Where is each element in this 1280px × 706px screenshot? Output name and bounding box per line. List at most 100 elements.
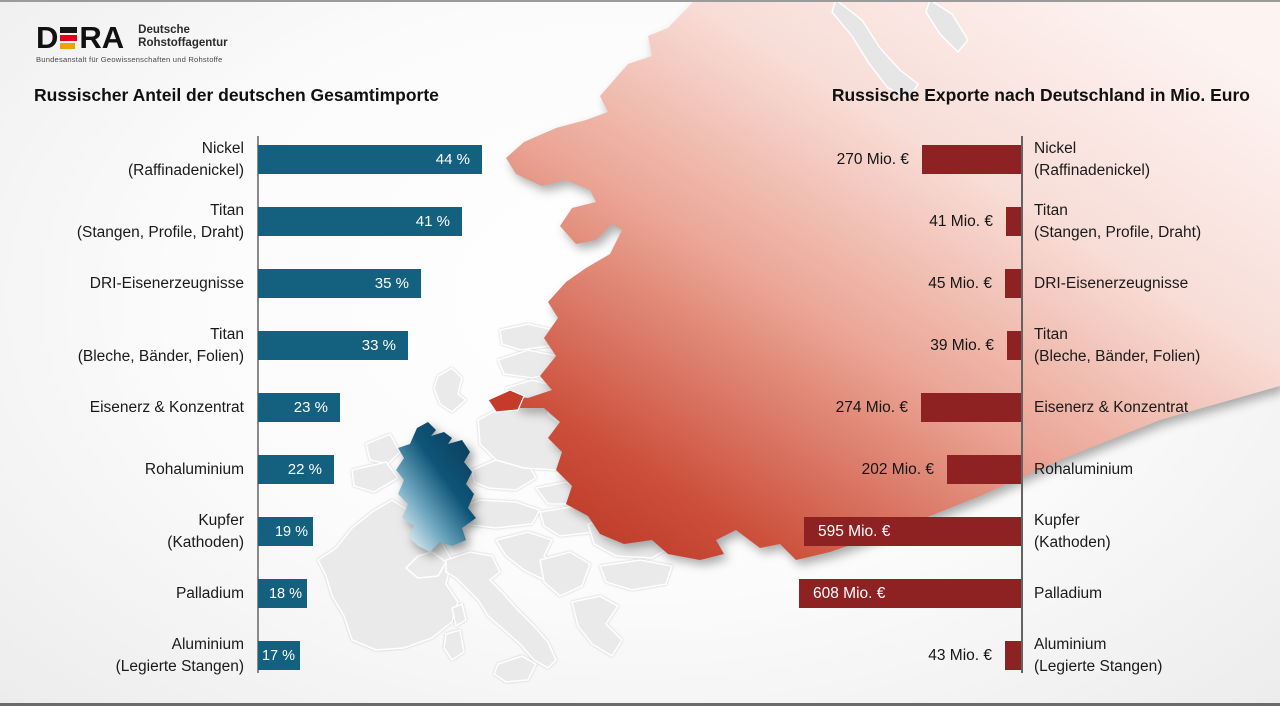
import-share-bar: 23 %: [258, 393, 340, 422]
logo-name-line1: Deutsche: [138, 24, 190, 36]
island-novaya-zemlya-south: [831, 0, 919, 99]
export-value-bar: [1006, 207, 1021, 236]
export-value-outside: 274 Mio. €: [835, 399, 908, 416]
left-category-label: Kupfer (Kathoden): [30, 501, 244, 563]
island-sardinia: [443, 629, 465, 661]
right-category-line: (Raffinadenickel): [1034, 161, 1151, 179]
right-category-label: Titan (Bleche, Bänder, Folien): [1034, 315, 1274, 377]
left-category-line: (Bleche, Bänder, Folien): [77, 347, 244, 365]
left-category-line: Aluminium: [171, 635, 244, 653]
country-bulgaria: [599, 559, 673, 591]
left-category-line: (Raffinadenickel): [127, 161, 244, 179]
logo-letter-e-flag-bars-icon: [60, 26, 78, 49]
right-category-line: Eisenerz & Konzentrat: [1034, 398, 1189, 416]
right-category-label: Kupfer (Kathoden): [1034, 501, 1274, 563]
right-category-line: Titan: [1034, 325, 1068, 343]
import-share-value: 44 %: [435, 151, 470, 168]
left-category-line: (Legierte Stangen): [115, 657, 244, 675]
top-border-line: [0, 0, 1280, 2]
left-category-label: Titan (Bleche, Bänder, Folien): [30, 315, 244, 377]
left-category-label: Palladium: [30, 563, 244, 625]
left-category-line: Eisenerz & Konzentrat: [89, 398, 244, 416]
right-category-label: Palladium: [1034, 563, 1274, 625]
left-category-label: Rohaluminium: [30, 439, 244, 501]
logo-name-line2: Rohstoffagentur: [138, 37, 228, 49]
import-share-value: 22 %: [287, 461, 322, 478]
export-value-outside: 39 Mio. €: [930, 337, 994, 354]
island-corsica: [451, 603, 467, 627]
import-share-bar: 22 %: [258, 455, 334, 484]
export-value-outside: 43 Mio. €: [928, 647, 992, 664]
import-share-bar: 44 %: [258, 145, 482, 174]
left-category-line: Titan: [210, 201, 244, 219]
right-chart-axis-line: [1021, 136, 1023, 673]
logo-agency-name: Deutsche Rohstoffagentur: [138, 24, 227, 52]
right-category-line: (Legierte Stangen): [1034, 657, 1163, 675]
export-value-outside: 41 Mio. €: [929, 213, 993, 230]
logo-letters-ra: RA: [79, 20, 125, 55]
export-value-bar: 608 Mio. €: [799, 579, 1021, 608]
left-chart-title: Russischer Anteil der deutschen Gesamtim…: [34, 85, 439, 105]
export-value-outside: 202 Mio. €: [861, 461, 934, 478]
left-category-line: (Kathoden): [167, 533, 244, 551]
dera-logo: D RA Deutsche Rohstoffagentur Bundesanst…: [36, 20, 228, 64]
export-value-outside: 270 Mio. €: [836, 151, 909, 168]
import-share-value: 41 %: [415, 213, 450, 230]
import-share-bar: 18 %: [258, 579, 307, 608]
country-serbia-bosnia: [539, 551, 591, 597]
right-category-line: Aluminium: [1034, 635, 1107, 653]
import-share-bar: 33 %: [258, 331, 408, 360]
right-category-line: DRI-Eisenerzeugnisse: [1034, 274, 1189, 292]
right-category-line: Nickel: [1034, 139, 1077, 157]
export-value-inside: 608 Mio. €: [813, 584, 886, 602]
right-category-line: Titan: [1034, 201, 1068, 219]
country-belgium: [351, 461, 399, 493]
logo-letter-d: D: [36, 20, 59, 55]
export-value-bar: [1005, 269, 1021, 298]
export-value-bar: [921, 393, 1021, 422]
import-share-value: 17 %: [261, 647, 295, 664]
export-value-bar: [1005, 641, 1021, 670]
country-netherlands: [365, 433, 401, 465]
island-sicily: [493, 655, 537, 683]
export-value-bar: [1007, 331, 1021, 360]
import-share-value: 23 %: [293, 399, 328, 416]
left-category-label: Aluminium (Legierte Stangen): [30, 625, 244, 687]
left-category-line: Palladium: [175, 584, 244, 602]
bottom-border-line: [0, 703, 1280, 706]
right-category-label: Nickel (Raffinadenickel): [1034, 129, 1274, 191]
left-category-label: Nickel (Raffinadenickel): [30, 129, 244, 191]
right-category-label: Rohaluminium: [1034, 439, 1274, 501]
right-category-line: (Bleche, Bänder, Folien): [1034, 347, 1201, 365]
export-value-inside: 595 Mio. €: [818, 522, 891, 540]
logo-subline: Bundesanstalt für Geowissenschaften und …: [36, 55, 223, 64]
import-share-value: 19 %: [274, 523, 308, 540]
left-category-line: Kupfer: [198, 511, 244, 529]
right-chart-title: Russische Exporte nach Deutschland in Mi…: [831, 85, 1250, 105]
germany-region: [396, 422, 476, 552]
right-category-label: DRI-Eisenerzeugnisse: [1034, 253, 1274, 315]
left-category-label: Titan (Stangen, Profile, Draht): [30, 191, 244, 253]
left-category-line: Rohaluminium: [144, 460, 244, 478]
right-category-label: Titan (Stangen, Profile, Draht): [1034, 191, 1274, 253]
export-value-outside: 45 Mio. €: [928, 275, 992, 292]
left-category-label: DRI-Eisenerzeugnisse: [30, 253, 244, 315]
left-category-line: (Stangen, Profile, Draht): [76, 223, 244, 241]
import-share-value: 35 %: [374, 275, 409, 292]
right-category-label: Eisenerz & Konzentrat: [1034, 377, 1274, 439]
left-category-line: Titan: [210, 325, 244, 343]
island-novaya-zemlya-north: [925, 0, 969, 54]
left-category-line: Nickel: [201, 139, 244, 157]
country-denmark: [433, 367, 467, 413]
arctic-islands: [831, 0, 969, 99]
country-italy: [445, 551, 557, 669]
import-share-bar: 41 %: [258, 207, 462, 236]
left-category-label: Eisenerz & Konzentrat: [30, 377, 244, 439]
kaliningrad-region: [487, 389, 525, 413]
right-category-line: (Stangen, Profile, Draht): [1034, 223, 1202, 241]
right-category-line: Rohaluminium: [1034, 460, 1134, 478]
import-share-bar: 35 %: [258, 269, 421, 298]
import-share-bar: 19 %: [258, 517, 313, 546]
import-share-value: 18 %: [268, 585, 302, 602]
